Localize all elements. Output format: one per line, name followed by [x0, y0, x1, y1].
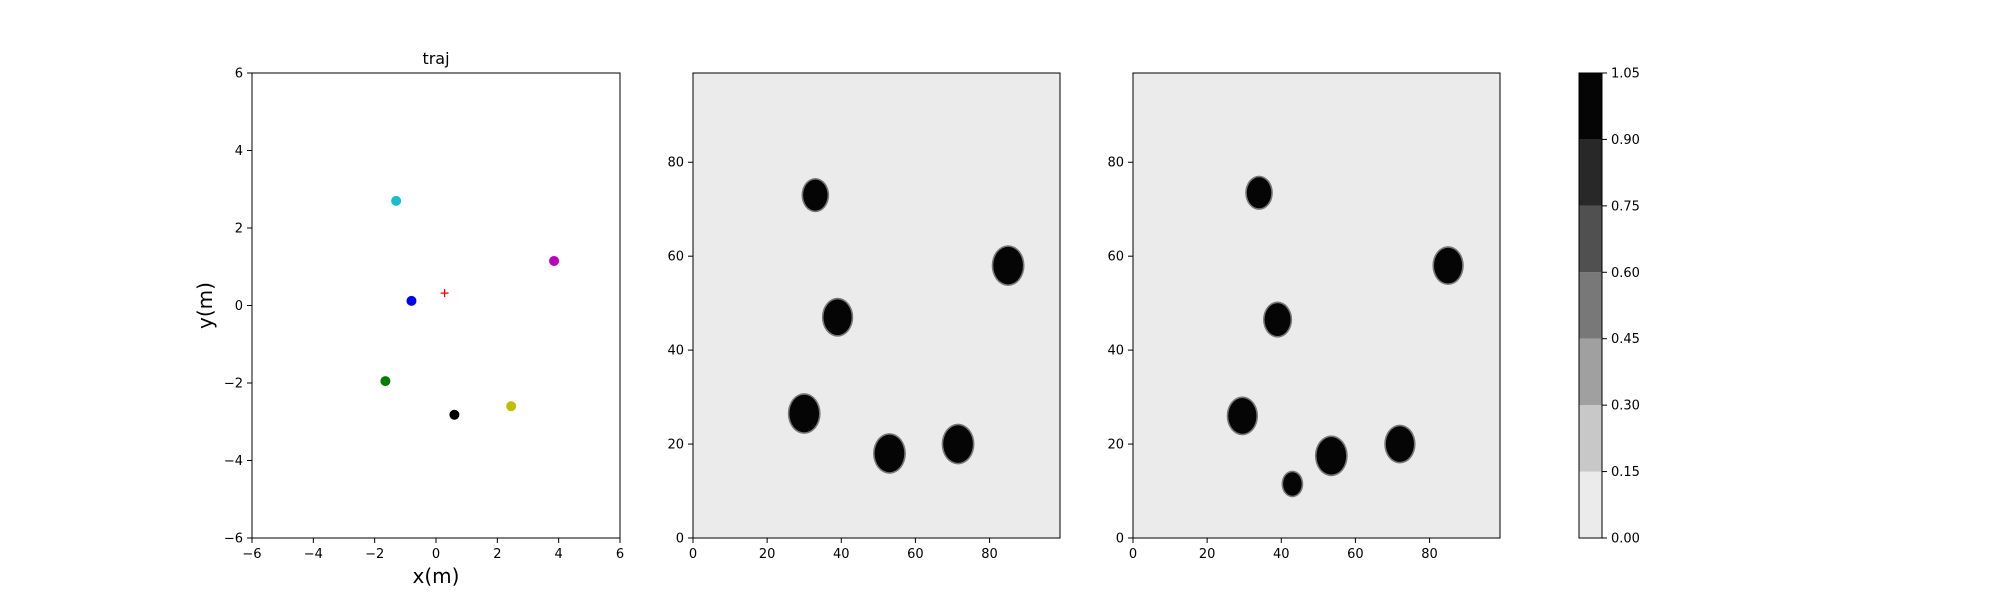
x-tick-label: 6: [616, 547, 624, 562]
heatmap-1-x-ticks: 0 20 40 60 80: [689, 538, 998, 562]
traj-point-1: [549, 255, 560, 266]
x-tick-label: 0: [689, 547, 697, 562]
x-tick-label: −6: [242, 547, 261, 562]
colorbar-tick-label: 0.60: [1611, 266, 1640, 281]
x-tick-label: 60: [907, 547, 924, 562]
x-tick-label: 80: [1421, 547, 1438, 562]
x-tick-label: 20: [1199, 547, 1216, 562]
x-tick-label: 40: [1273, 547, 1290, 562]
y-tick-label: 80: [667, 156, 684, 171]
blob-1: [993, 246, 1023, 285]
traj-plot-area: [252, 73, 620, 538]
blob-1: [1434, 247, 1463, 284]
colorbar-tick-label: 1.05: [1611, 67, 1640, 82]
x-tick-label: −4: [304, 547, 323, 562]
x-tick-label: 4: [555, 547, 563, 562]
x-tick-label: 20: [759, 547, 776, 562]
x-tick-label: 80: [981, 547, 998, 562]
colorbar-frame: [1578, 72, 1603, 539]
heatmap-2-background: [1133, 73, 1500, 538]
heatmap-2-blobs: [1226, 175, 1464, 498]
y-tick-label: 60: [667, 250, 684, 265]
y-tick-label: −2: [224, 377, 243, 392]
blob-0: [1246, 177, 1272, 209]
y-tick-label: 0: [1116, 532, 1124, 547]
blob-5: [1385, 426, 1414, 462]
colorbar-band-2: [1579, 338, 1602, 406]
blob-4: [1316, 437, 1347, 475]
y-tick-label: 0: [676, 532, 684, 547]
x-tick-label: 60: [1347, 547, 1364, 562]
traj-points: [380, 195, 560, 420]
heatmap-1-y-ticks: 0 20 40 60 80: [667, 156, 693, 547]
heatmap-2-y-ticks: 0 20 40 60 80: [1107, 156, 1133, 547]
x-tick-label: 0: [1129, 547, 1137, 562]
traj-point-6: [506, 401, 517, 412]
traj-scatter-panel: −6 −4 −2 0 2 4 6 −6 −4 −2 0 2 4 6 traj x(m) y(m): [193, 49, 624, 588]
y-tick-label: −4: [224, 454, 243, 469]
heatmap-2-axes-frame: [1132, 72, 1501, 539]
blob-2: [1264, 303, 1291, 337]
y-tick-label: 60: [1107, 250, 1124, 265]
y-tick-label: 20: [667, 438, 684, 453]
colorbar-band-0: [1579, 471, 1602, 538]
y-tick-label: 2: [235, 222, 243, 237]
x-tick-label: 0: [432, 547, 440, 562]
y-tick-label: 0: [235, 299, 243, 314]
y-tick-label: 20: [1107, 438, 1124, 453]
heatmap-panel-2: 0 20 40 60 80 0 20 40 60 80: [1107, 72, 1501, 562]
blob-6: [1283, 472, 1302, 496]
y-tick-label: 40: [1107, 344, 1124, 359]
heatmap-panel-1: 0 20 40 60 80 0 20 40 60 80: [667, 72, 1061, 562]
heatmap-1-background: [693, 73, 1060, 538]
colorbar-band-1: [1579, 405, 1602, 472]
x-tick-label: −2: [365, 547, 384, 562]
colorbar-band-5: [1579, 139, 1602, 206]
traj-point-5: [449, 409, 460, 420]
blob-5: [943, 425, 973, 463]
y-tick-label: 4: [235, 144, 243, 159]
traj-x-axis-label: x(m): [413, 564, 460, 588]
traj-point-0: [391, 195, 402, 206]
colorbar-tick-label: 0.00: [1611, 532, 1640, 547]
blob-2: [823, 299, 852, 336]
colorbar: 0.00 0.15 0.30 0.45 0.60 0.75 0.90 1.05: [1578, 67, 1640, 547]
colorbar-band-6: [1579, 73, 1602, 140]
colorbar-band-4: [1579, 205, 1602, 273]
colorbar-tick-label: 0.75: [1611, 199, 1640, 214]
traj-point-4: [380, 376, 391, 387]
colorbar-tick-label: 0.45: [1611, 332, 1640, 347]
traj-point-2: [406, 295, 417, 306]
blob-0: [803, 179, 828, 211]
x-tick-label: 2: [493, 547, 501, 562]
colorbar-band-3: [1579, 272, 1602, 339]
y-tick-label: 40: [667, 344, 684, 359]
colorbar-tick-label: 0.90: [1611, 133, 1640, 148]
y-tick-label: 80: [1107, 156, 1124, 171]
colorbar-tick-label: 0.30: [1611, 399, 1640, 414]
blob-3: [1228, 398, 1257, 434]
y-tick-label: 6: [235, 67, 243, 82]
colorbar-ticks: 0.00 0.15 0.30 0.45 0.60 0.75 0.90 1.05: [1602, 67, 1640, 547]
traj-title: traj: [422, 49, 449, 68]
traj-x-ticks: −6 −4 −2 0 2 4 6: [242, 538, 624, 562]
colorbar-tick-label: 0.15: [1611, 465, 1640, 480]
heatmap-2-x-ticks: 0 20 40 60 80: [1129, 538, 1438, 562]
blob-3: [789, 394, 820, 433]
y-tick-label: −6: [224, 532, 243, 547]
blob-4: [874, 434, 905, 473]
colorbar-bands: [1579, 73, 1602, 538]
x-tick-label: 40: [833, 547, 850, 562]
heatmap-1-axes-frame: [692, 72, 1061, 539]
traj-goal-marker: [440, 289, 449, 298]
traj-y-ticks: −6 −4 −2 0 2 4 6: [224, 67, 252, 547]
heatmap-1-blobs: [787, 178, 1025, 474]
traj-y-axis-label: y(m): [193, 282, 217, 329]
